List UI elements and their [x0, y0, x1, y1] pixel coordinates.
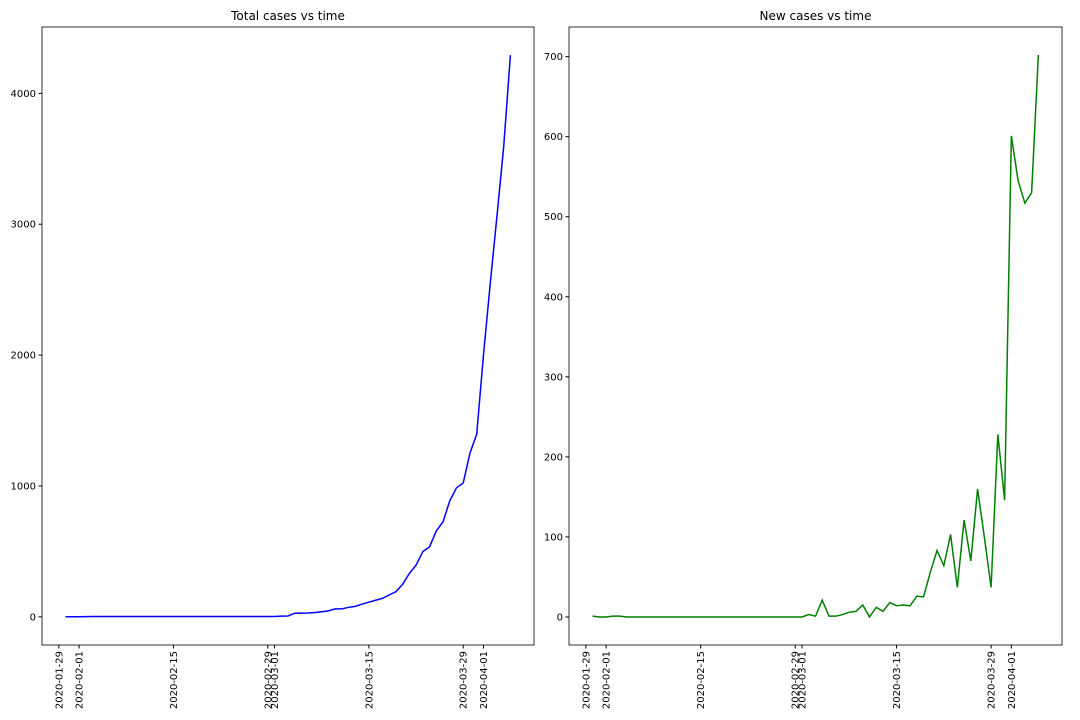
x-tick-label: 2020-01-29 — [581, 651, 592, 709]
x-tick-label: 2020-03-01 — [270, 651, 281, 709]
chart-title: New cases vs time — [760, 9, 872, 23]
x-tick-label: 2020-02-01 — [602, 651, 613, 709]
y-tick-label: 4000 — [11, 89, 36, 100]
y-tick-label: 0 — [557, 612, 563, 623]
x-tick-label: 2020-03-29 — [459, 651, 470, 709]
y-tick-label: 500 — [544, 212, 563, 223]
y-tick-label: 1000 — [11, 481, 36, 492]
axes-frame — [568, 26, 1063, 646]
x-tick-label: 2020-03-29 — [987, 651, 998, 709]
chart-title: Total cases vs time — [230, 9, 345, 23]
data-line — [65, 55, 512, 618]
y-tick-label: 0 — [30, 612, 36, 623]
x-tick-label: 2020-01-29 — [54, 651, 65, 709]
y-tick-label: 700 — [544, 52, 563, 63]
x-tick-label: 2020-02-01 — [75, 651, 86, 709]
y-tick-label: 2000 — [11, 351, 36, 362]
axes-frame — [41, 26, 535, 646]
x-tick-label: 2020-02-15 — [169, 651, 180, 709]
x-tick-label: 2020-02-15 — [696, 651, 707, 709]
y-tick-label: 400 — [544, 292, 563, 303]
y-tick-label: 200 — [544, 452, 563, 463]
y-tick-label: 600 — [544, 132, 563, 143]
x-tick-label: 2020-03-15 — [364, 651, 375, 709]
y-tick-label: 300 — [544, 372, 563, 383]
x-tick-label: 2020-03-01 — [797, 651, 808, 709]
x-tick-label: 2020-02-29 — [791, 651, 802, 709]
x-tick-label: 2020-04-01 — [479, 651, 490, 709]
y-tick-label: 100 — [544, 532, 563, 543]
y-tick-label: 3000 — [11, 220, 36, 231]
data-line — [592, 54, 1040, 619]
x-tick-label: 2020-03-15 — [892, 651, 903, 709]
x-tick-label: 2020-02-29 — [263, 651, 274, 709]
x-tick-label: 2020-04-01 — [1007, 651, 1018, 709]
